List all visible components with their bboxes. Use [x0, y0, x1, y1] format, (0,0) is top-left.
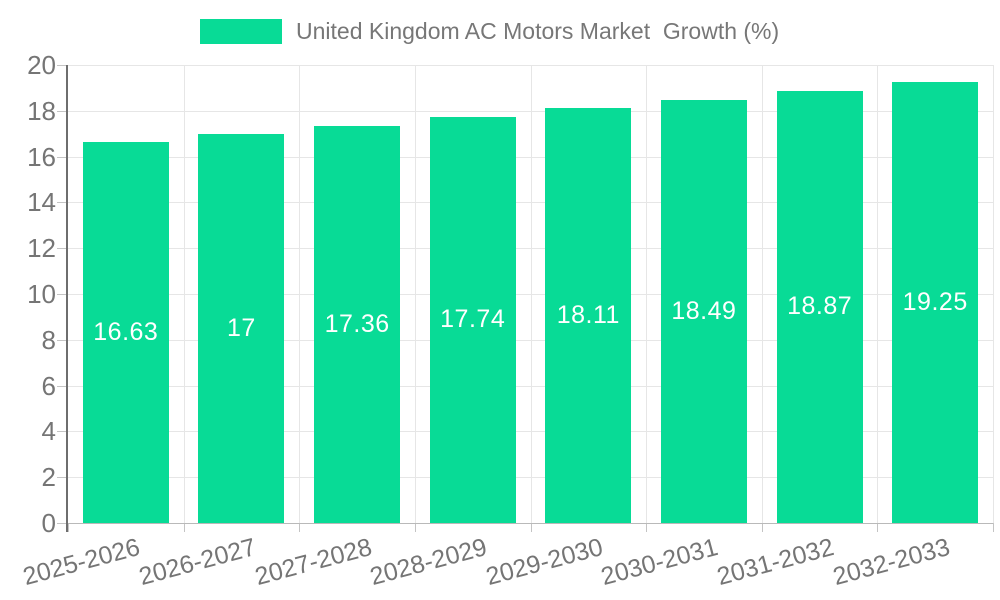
bar-value-label: 16.63 — [93, 318, 159, 347]
y-axis-tick — [57, 431, 68, 432]
x-axis-tick — [415, 523, 416, 532]
bar-2029-2030[interactable]: 18.11 — [545, 108, 632, 523]
bar-2030-2031[interactable]: 18.49 — [660, 99, 747, 523]
y-axis-label: 16 — [27, 142, 56, 172]
bar-2026-2027[interactable]: 17 — [198, 133, 285, 523]
x-axis-label: 2026-2027 — [135, 533, 259, 591]
y-axis-label: 4 — [41, 416, 56, 446]
bar-value-label: 17 — [226, 313, 256, 342]
gridline-vertical — [531, 65, 532, 523]
bar-value-label: 17.74 — [440, 305, 506, 334]
x-axis-tick — [68, 523, 69, 532]
gridline-vertical — [299, 65, 300, 523]
bar-2028-2029[interactable]: 17.74 — [429, 116, 516, 523]
x-axis-label: 2025-2026 — [20, 533, 144, 591]
y-axis-tick — [57, 477, 68, 478]
y-axis-tick — [57, 248, 68, 249]
y-axis-label: 18 — [27, 96, 56, 126]
gridline-horizontal — [68, 111, 993, 112]
x-axis-tick — [184, 523, 185, 532]
y-axis-label: 2 — [41, 462, 56, 492]
y-axis-label: 8 — [41, 325, 56, 355]
y-axis-label: 6 — [41, 371, 56, 401]
y-axis-tick — [57, 294, 68, 295]
y-axis-label: 10 — [27, 279, 56, 309]
bar-value-label: 18.11 — [556, 301, 620, 330]
x-axis-tick — [299, 523, 300, 532]
y-axis-tick — [57, 523, 68, 524]
y-axis-tick — [57, 65, 68, 66]
bar-value-label: 18.49 — [671, 296, 737, 325]
y-axis-tick — [57, 386, 68, 387]
y-axis-tick — [57, 202, 68, 203]
x-axis-label: 2029-2030 — [482, 533, 606, 591]
gridline-vertical — [762, 65, 763, 523]
legend[interactable]: United Kingdom AC Motors Market Growth (… — [200, 18, 779, 45]
gridline-horizontal — [68, 202, 993, 203]
bar-value-label: 17.36 — [324, 309, 390, 338]
gridline-horizontal — [68, 65, 993, 66]
gridline-vertical — [993, 65, 994, 523]
x-axis-tick — [877, 523, 878, 532]
x-axis-line — [68, 523, 993, 524]
gridline-vertical — [184, 65, 185, 523]
y-axis-label: 12 — [27, 233, 56, 263]
gridline-horizontal — [68, 157, 993, 158]
gridline-horizontal — [68, 431, 993, 432]
y-axis-tick — [57, 157, 68, 158]
bar-value-label: 19.25 — [902, 288, 968, 317]
bar-2027-2028[interactable]: 17.36 — [314, 125, 401, 523]
x-axis-tick — [762, 523, 763, 532]
x-axis-label: 2031-2032 — [714, 533, 837, 591]
gridline-vertical — [415, 65, 416, 523]
bar-value-label: 18.87 — [787, 292, 853, 321]
y-axis-label: 14 — [27, 187, 56, 217]
y-axis-label: 20 — [27, 50, 56, 80]
x-axis-tick — [646, 523, 647, 532]
bar-2031-2032[interactable]: 18.87 — [776, 90, 863, 523]
gridline-horizontal — [68, 248, 993, 249]
x-axis-label: 2030-2031 — [598, 533, 722, 591]
y-axis-tick — [57, 111, 68, 112]
gridline-horizontal — [68, 340, 993, 341]
y-axis-line — [66, 65, 68, 532]
x-axis-label: 2027-2028 — [251, 533, 375, 591]
bar-2025-2026[interactable]: 16.63 — [82, 142, 169, 523]
bar-2032-2033[interactable]: 19.25 — [892, 82, 979, 523]
legend-label: United Kingdom AC Motors Market Growth (… — [296, 18, 780, 44]
gridline-horizontal — [68, 386, 993, 387]
gridline-vertical — [877, 65, 878, 523]
x-axis-tick — [531, 523, 532, 532]
x-axis-label: 2032-2033 — [829, 533, 953, 591]
y-axis-tick — [57, 340, 68, 341]
legend-swatch — [200, 19, 282, 44]
y-axis-label: 0 — [41, 508, 56, 538]
gridline-horizontal — [68, 477, 993, 478]
gridline-vertical — [646, 65, 647, 523]
x-axis-label: 2028-2029 — [367, 533, 490, 591]
x-axis-tick — [993, 523, 994, 532]
gridline-horizontal — [68, 294, 993, 295]
